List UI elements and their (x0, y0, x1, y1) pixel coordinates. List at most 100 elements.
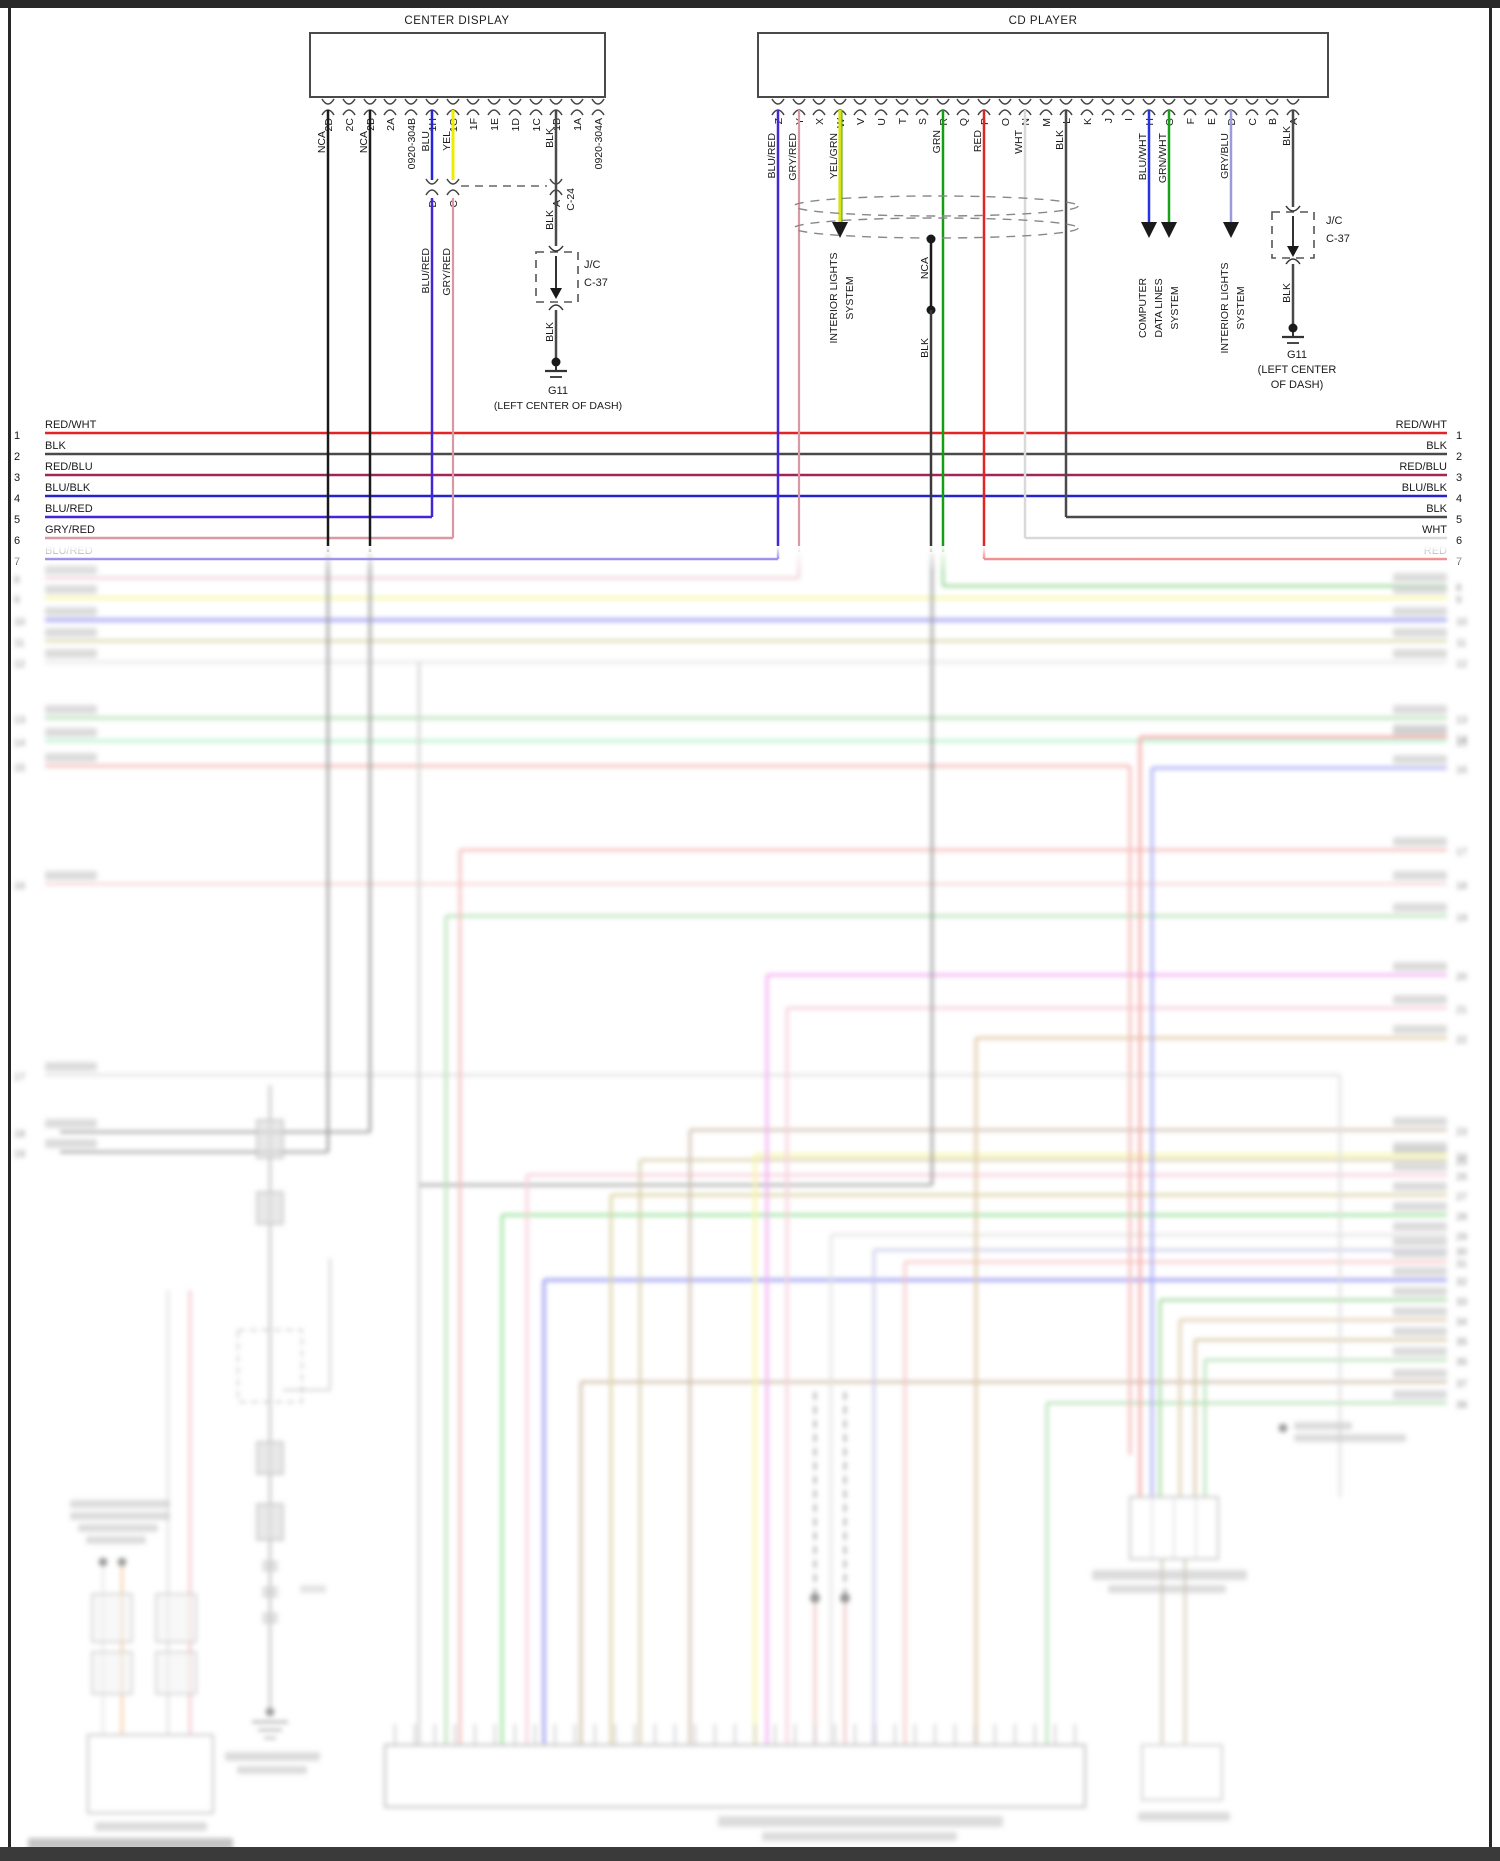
blurred-text-blob (1393, 705, 1447, 714)
wire-label-gry-red: GRY/RED (441, 248, 453, 296)
pin-label-0920-304A: 0920-304A (593, 118, 605, 169)
bus-row-3-left-number: 3 (14, 472, 20, 484)
cd-player-pin-B-arc-bottom (1265, 109, 1279, 116)
blurred-right-row-number: 24 (1456, 1152, 1468, 1163)
center-display-pin-1A-arc-bottom (570, 109, 584, 116)
cd-player-pin-G-arc-top (1162, 98, 1176, 105)
cd-player-pin-C-arc-top (1245, 98, 1259, 105)
center-display-pin-2B-arc-top (363, 98, 377, 105)
blurred-right-row-number: 25 (1456, 1157, 1468, 1168)
system-destination-labels: INTERIOR LIGHTS SYSTEM COMPUTER DATA LINES S… (828, 252, 1247, 353)
blurred-right-row-number: 13 (1456, 715, 1468, 726)
blurred-junction-dot (117, 1557, 127, 1567)
blurred-text-blob (1393, 871, 1447, 880)
cd-player-pin-I-arc-bottom (1121, 109, 1135, 116)
blurred-text-blob (1092, 1570, 1247, 1580)
pin-label-cd-S: S (917, 118, 929, 125)
blurred-inline-component (256, 1191, 284, 1225)
blurred-text-blob (762, 1832, 957, 1841)
blurred-text-blob (262, 1560, 278, 1572)
bus-row-2-right-number: 2 (1456, 451, 1462, 463)
page-border-bottom (0, 1847, 1500, 1861)
cd-player-pin-X-arc-top (812, 98, 826, 105)
blurred-junction-dot (1278, 1423, 1288, 1433)
system-label: DATA LINES (1153, 278, 1165, 337)
blurred-left-row-number: 14 (14, 738, 26, 749)
blurred-right-row-number: 30 (1456, 1247, 1468, 1258)
blurred-gray-elbow (283, 1258, 331, 1391)
center-display-pin-1H-arc-top (425, 98, 439, 105)
bus-row-1-right-label: RED/WHT (1396, 419, 1448, 431)
bus-rows: RED/WHT RED/WHT 1 1 BLK BLK 2 2 RED/BLU RED/BLU 3 3… (14, 419, 1462, 568)
center-display-pin-2A-arc-top (383, 98, 397, 105)
bus-row-2-right-label: BLK (1426, 440, 1447, 452)
label-c-37: C-37 (1326, 233, 1350, 245)
cd-player-pin-O-arc-bottom (998, 109, 1012, 116)
blurred-text-blob (300, 1585, 326, 1593)
cd-player-pin-E-arc-bottom (1204, 109, 1218, 116)
blurred-text-blob (1393, 1222, 1447, 1231)
pin-label-cd-M: M (1041, 118, 1053, 127)
blurred-text-blob (1393, 1117, 1447, 1126)
cd-player-pin-M-arc-top (1039, 98, 1053, 105)
blurred-left-row-number: 17 (14, 1072, 26, 1083)
blurred-right-row-number: 17 (1456, 847, 1468, 858)
blurred-inline-component (256, 1119, 284, 1159)
blurred-text-blob (45, 1119, 97, 1128)
cd-player-pin-P-arc-top (977, 98, 991, 105)
pin-label-cd-U: U (876, 118, 888, 126)
cd-player-pin-D-arc-top (1224, 98, 1238, 105)
system-label: SYSTEM (1169, 286, 1181, 329)
junction-c37-left-arc-bottom (548, 304, 564, 311)
center-display-pin-2C-arc-top (342, 98, 356, 105)
blurred-text-blob (1393, 728, 1447, 737)
bus-row-4-left-number: 4 (14, 493, 20, 505)
connector-c24-pin-C-arc-bottom (446, 189, 460, 196)
label-g11: G11 (548, 385, 568, 397)
bus-row-6-right-number: 6 (1456, 535, 1462, 547)
blurred-right-row-number: 28 (1456, 1212, 1468, 1223)
blurred-right-row-number: 22 (1456, 1035, 1468, 1046)
cd-player-pin-M-arc-bottom (1039, 109, 1053, 116)
wire-label-blu: BLU (420, 131, 432, 151)
cd-player-pin-I-arc-top (1121, 98, 1135, 105)
wire-label-c-24: C-24 (565, 188, 577, 211)
bus-row-3-right-number: 3 (1456, 472, 1462, 484)
blurred-right-row-number: 14 (1456, 734, 1468, 745)
center-display-pin-1G-arc-top (446, 98, 460, 105)
cd-player-pin-J-arc-bottom (1101, 109, 1115, 116)
label-g11: G11 (1287, 349, 1307, 361)
blurred-text-blob (45, 1139, 97, 1148)
blurred-text-blob (1393, 1347, 1447, 1356)
cd-player-pin-K-arc-bottom (1080, 109, 1094, 116)
cd-player-pin-W-arc-top (833, 98, 847, 105)
wire-label-blk: BLK (1281, 126, 1293, 146)
blurred-inline-component (256, 1441, 284, 1475)
blurred-right-row-number: 33 (1456, 1297, 1468, 1308)
center-display-pin-0920-304B-arc-top (404, 98, 418, 105)
connector-c24-pin-C-arc-top (446, 178, 460, 185)
blurred-left-row-number: 18 (14, 1129, 26, 1140)
blurred-text-blob (45, 585, 97, 594)
wire-label-nca: NCA (358, 131, 370, 153)
blurred-text-blob (1393, 1202, 1447, 1211)
blurred-text-blob (78, 1524, 158, 1532)
system-label: SYSTEM (1235, 286, 1247, 329)
blurred-text-blob (1108, 1585, 1226, 1593)
blurred-right-row-number: 21 (1456, 1005, 1468, 1016)
blurred-text-blob (45, 628, 97, 637)
blurred-text-blob (1393, 1327, 1447, 1336)
arrow-interior-lights-left (832, 222, 848, 238)
center-display-pin-1F-arc-bottom (466, 109, 480, 116)
blurred-text-blob (1393, 1237, 1447, 1246)
wire-label-blk: BLK (544, 210, 556, 230)
bus-row-2-left-label: BLK (45, 440, 66, 452)
blurred-text-blob (1393, 1249, 1447, 1258)
pin-label-cd-B: B (1267, 118, 1279, 125)
wire-label-grn: GRN (931, 130, 943, 153)
center-display-pin-0920-304A-arc-bottom (591, 109, 605, 116)
pin-label-cd-T: T (897, 117, 909, 124)
blurred-text-blob (70, 1500, 170, 1508)
blurred-text-blob (1393, 1142, 1447, 1151)
